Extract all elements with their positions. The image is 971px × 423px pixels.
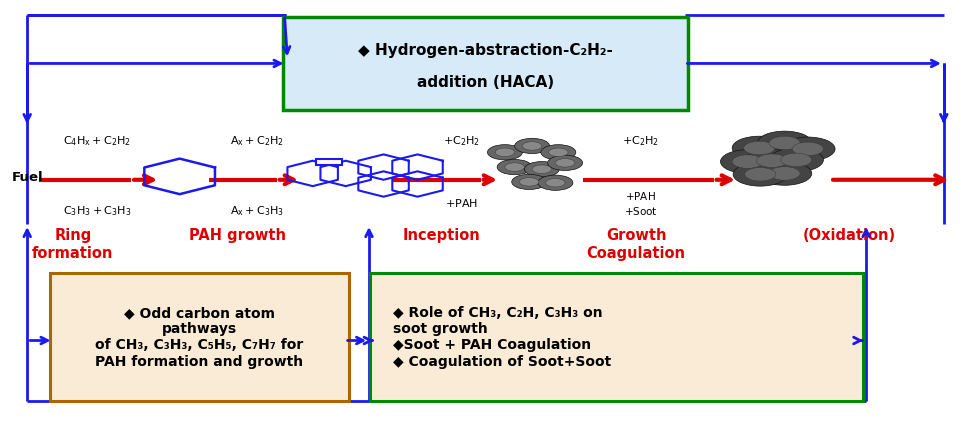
- Circle shape: [524, 162, 559, 177]
- Circle shape: [757, 131, 812, 155]
- Circle shape: [720, 150, 775, 173]
- Text: Inception: Inception: [403, 228, 481, 243]
- FancyBboxPatch shape: [283, 17, 688, 110]
- Circle shape: [548, 155, 583, 170]
- Circle shape: [781, 153, 812, 167]
- Circle shape: [512, 174, 547, 190]
- Circle shape: [495, 148, 515, 157]
- Circle shape: [519, 178, 539, 186]
- Circle shape: [792, 142, 823, 156]
- Circle shape: [505, 163, 524, 171]
- Text: ◆ Hydrogen-abstraction-C₂H₂-: ◆ Hydrogen-abstraction-C₂H₂-: [358, 43, 613, 58]
- Text: $\mathregular{+ C_2H_2}$: $\mathregular{+ C_2H_2}$: [443, 134, 480, 148]
- Text: $\mathregular{+ PAH}$: $\mathregular{+ PAH}$: [445, 197, 478, 209]
- Circle shape: [732, 155, 763, 168]
- Text: ◆ Role of CH₃, C₂H, C₃H₃ on
soot growth
◆Soot + PAH Coagulation
◆ Coagulation of: ◆ Role of CH₃, C₂H, C₃H₃ on soot growth …: [393, 306, 612, 368]
- Text: $\mathregular{+ C_2H_2}$: $\mathregular{+ C_2H_2}$: [622, 134, 659, 148]
- FancyBboxPatch shape: [316, 159, 342, 165]
- Circle shape: [497, 159, 532, 175]
- Text: $\mathregular{C_3H_3 + C_3H_3}$: $\mathregular{C_3H_3 + C_3H_3}$: [63, 204, 131, 218]
- Circle shape: [522, 142, 542, 150]
- Text: $\mathregular{+ PAH}$: $\mathregular{+ PAH}$: [625, 190, 656, 202]
- Circle shape: [555, 159, 575, 167]
- Circle shape: [549, 148, 568, 157]
- Circle shape: [732, 136, 787, 160]
- Circle shape: [538, 175, 573, 190]
- Text: addition (HACA): addition (HACA): [417, 75, 554, 91]
- Circle shape: [515, 138, 550, 154]
- Text: PAH growth: PAH growth: [189, 228, 286, 243]
- Circle shape: [769, 148, 823, 172]
- Text: $\mathregular{+ Soot}$: $\mathregular{+ Soot}$: [624, 205, 657, 217]
- Text: ◆ Odd carbon atom
pathways
of CH₃, C₃H₃, C₅H₅, C₇H₇ for
PAH formation and growth: ◆ Odd carbon atom pathways of CH₃, C₃H₃,…: [95, 306, 303, 368]
- FancyBboxPatch shape: [50, 273, 349, 401]
- Text: $\mathregular{A_x + C_2H_2}$: $\mathregular{A_x + C_2H_2}$: [230, 134, 285, 148]
- Circle shape: [745, 149, 799, 173]
- Text: (Oxidation): (Oxidation): [803, 228, 896, 243]
- Text: Ring
formation: Ring formation: [32, 228, 114, 261]
- FancyBboxPatch shape: [370, 273, 863, 401]
- Circle shape: [745, 168, 776, 181]
- Circle shape: [769, 167, 800, 180]
- Circle shape: [532, 165, 552, 173]
- Text: Growth
Coagulation: Growth Coagulation: [586, 228, 686, 261]
- Circle shape: [487, 145, 522, 160]
- Circle shape: [546, 179, 565, 187]
- Circle shape: [744, 141, 775, 155]
- Text: $\mathregular{C_4H_x + C_2H_2}$: $\mathregular{C_4H_x + C_2H_2}$: [63, 134, 131, 148]
- Text: $\mathregular{A_x + C_3H_3}$: $\mathregular{A_x + C_3H_3}$: [230, 204, 285, 218]
- Circle shape: [756, 154, 787, 168]
- Circle shape: [781, 137, 835, 161]
- Text: Fuel: Fuel: [12, 171, 44, 184]
- Circle shape: [541, 145, 576, 160]
- Circle shape: [757, 162, 812, 185]
- Circle shape: [733, 162, 787, 186]
- Circle shape: [769, 136, 800, 150]
